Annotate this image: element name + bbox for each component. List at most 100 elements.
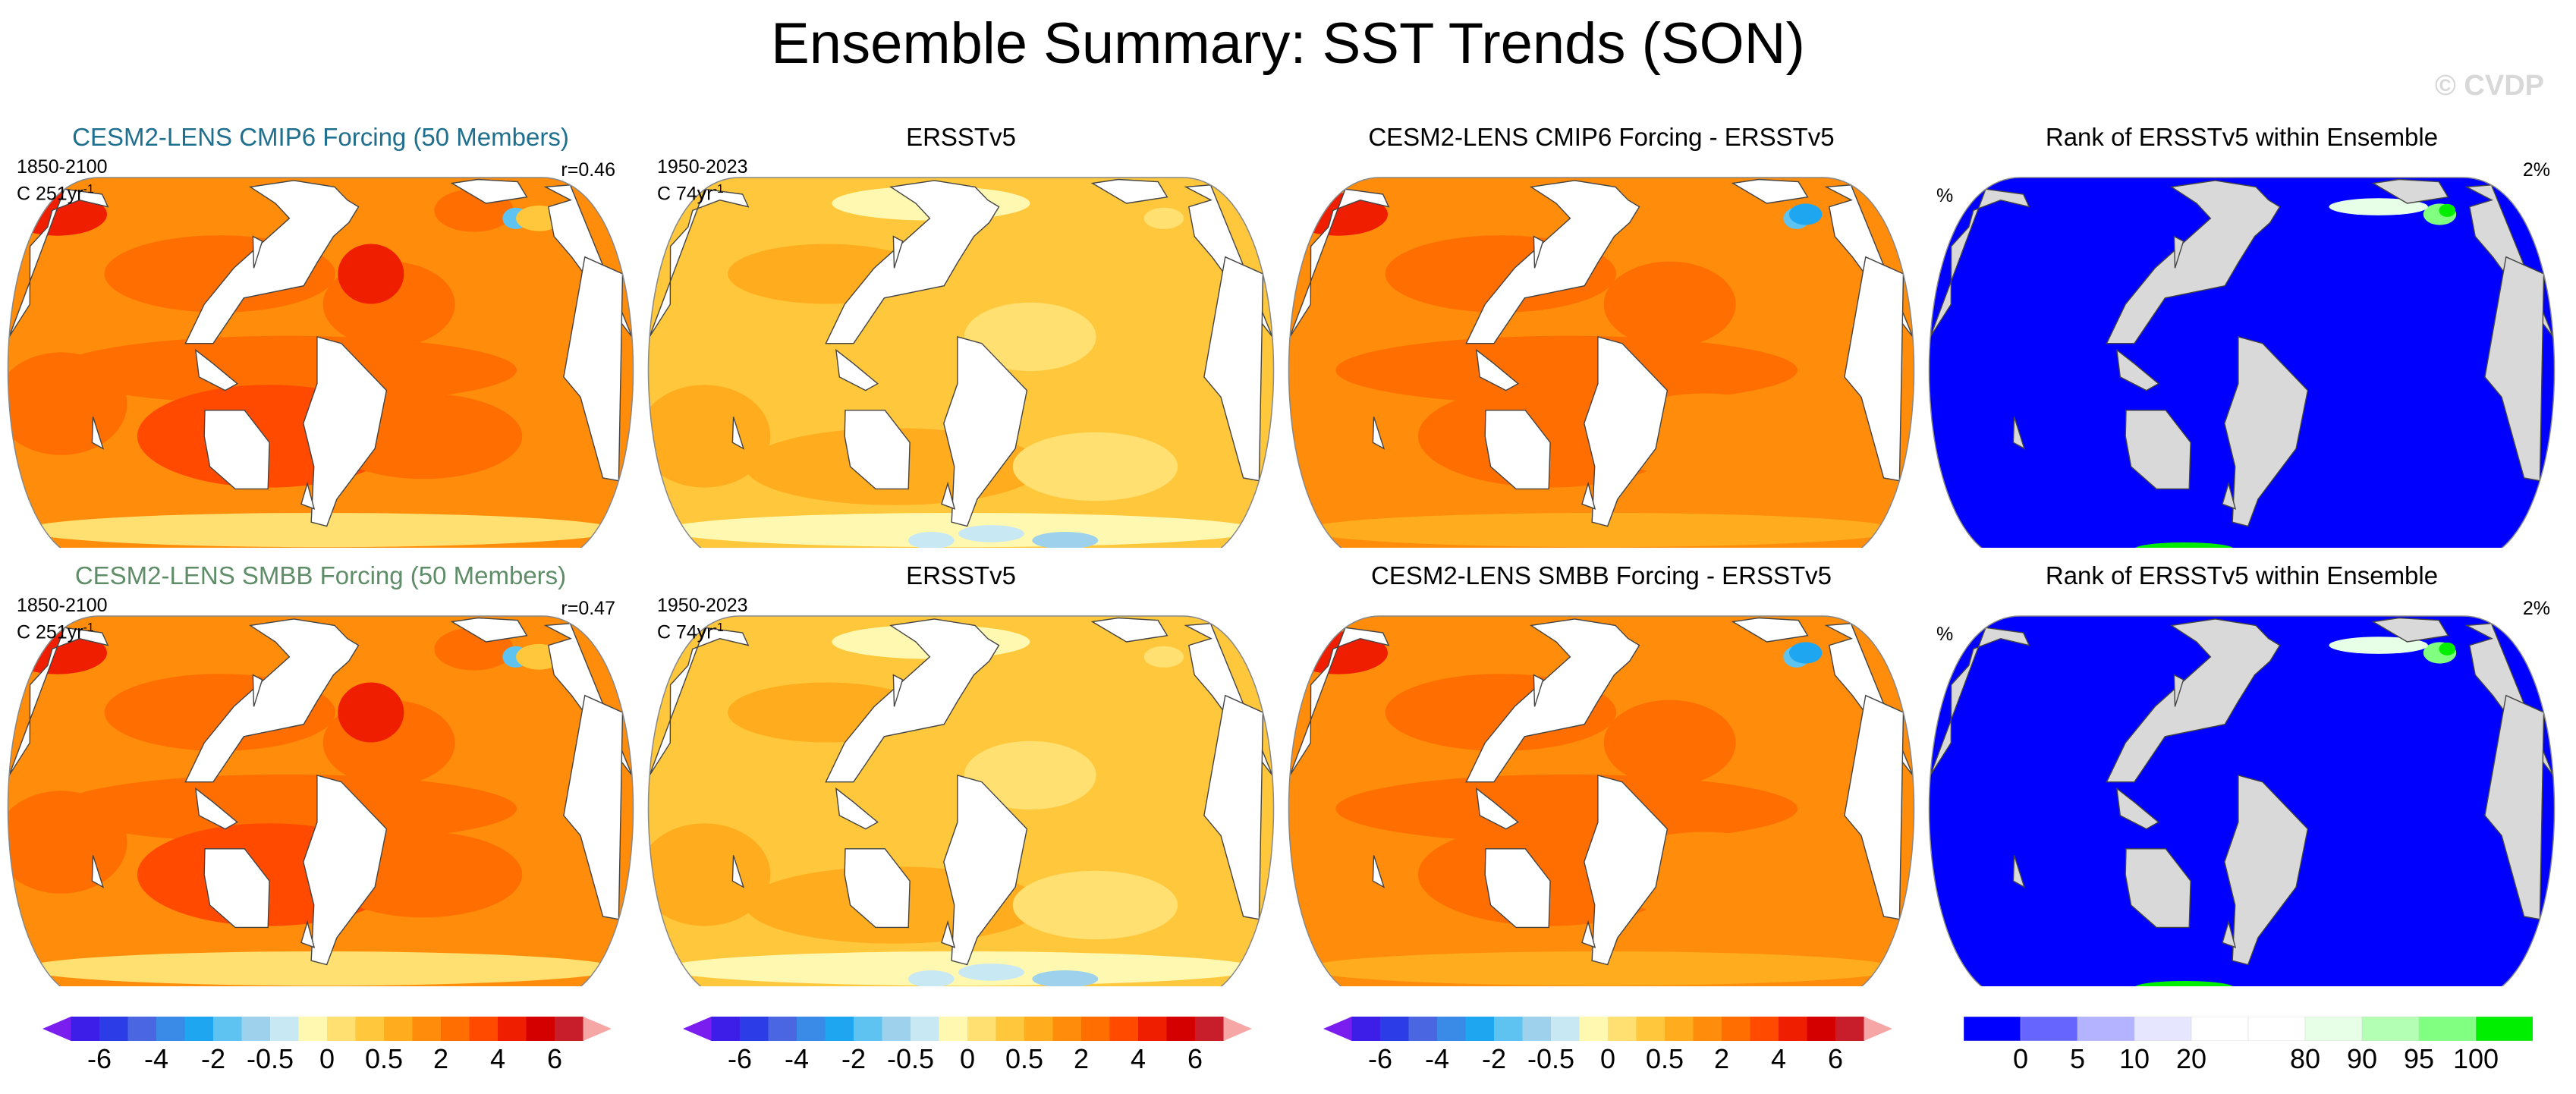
map-border bbox=[7, 177, 634, 548]
land-australia bbox=[844, 410, 911, 490]
panel-title: CESM2-LENS SMBB Forcing (50 Members) bbox=[74, 561, 567, 589]
panel-title: ERSSTv5 bbox=[906, 123, 1016, 151]
trend-anomaly bbox=[958, 964, 1024, 981]
trend-anomaly bbox=[8, 352, 127, 455]
colorbar-svg bbox=[1323, 1017, 1892, 1041]
land-australia bbox=[1484, 410, 1551, 490]
colorbar-swatch bbox=[1494, 1017, 1524, 1041]
units-label: C 74yr-1 bbox=[657, 178, 748, 205]
trend-anomaly bbox=[1603, 699, 1736, 786]
colorbar-swatch bbox=[2361, 1017, 2420, 1041]
colorbar-labels: -6 -4 -2 -0.5 0 0.5 2 4 6 bbox=[683, 1043, 1252, 1081]
colorbar-swatch bbox=[184, 1017, 214, 1041]
colorbar-labels: -6 -4 -2 -0.5 0 0.5 2 4 6 bbox=[42, 1043, 612, 1081]
land-greenland bbox=[1731, 178, 1809, 204]
land-eurasia-east bbox=[649, 627, 750, 776]
trend-anomaly bbox=[964, 302, 1096, 372]
colorbar-tick-label: 10 bbox=[2118, 1043, 2150, 1074]
robinson-map bbox=[1928, 615, 2556, 986]
colorbar-svg bbox=[42, 1017, 612, 1041]
units-exponent: -1 bbox=[712, 621, 724, 634]
colorbar-labels: -6 -4 -2 -0.5 0 0.5 2 4 6 bbox=[1323, 1043, 1892, 1081]
colorbar-tick-label: -0.5 bbox=[1527, 1043, 1575, 1074]
colorbar-tick-label: -2 bbox=[200, 1043, 226, 1074]
colorbar-tick-label: -2 bbox=[841, 1043, 867, 1074]
colorbar-swatch bbox=[2191, 1017, 2249, 1041]
trend-anomaly bbox=[1032, 970, 1099, 986]
colorbar-tick-label: 6 bbox=[546, 1043, 563, 1074]
panel-title: CESM2-LENS CMIP6 Forcing (50 Members) bbox=[72, 123, 569, 151]
land-japan bbox=[1533, 235, 1544, 269]
trend-anomaly bbox=[1304, 513, 1898, 548]
land-japan bbox=[2173, 235, 2184, 269]
land-eurasia-east bbox=[1289, 627, 1390, 776]
triangle-right-icon bbox=[1223, 1017, 1252, 1041]
land-greenland bbox=[450, 617, 528, 643]
trend-anomaly bbox=[8, 791, 127, 894]
trend-anomaly bbox=[907, 970, 955, 986]
land-south-america bbox=[1584, 335, 1669, 527]
triangle-left-icon bbox=[42, 1017, 71, 1041]
colorbar-swatch bbox=[1522, 1017, 1552, 1041]
trend-anomaly bbox=[648, 823, 771, 926]
map-border bbox=[1928, 615, 2556, 986]
colorbar-swatch bbox=[1138, 1017, 1168, 1041]
pattern-correlation: r=0.46 bbox=[561, 159, 615, 181]
colorbar-tick-label: 90 bbox=[2346, 1043, 2378, 1074]
colorbar-swatch bbox=[1750, 1017, 1779, 1041]
land-south-america bbox=[943, 335, 1028, 527]
land-greenland bbox=[450, 178, 528, 204]
page-title: Ensemble Summary: SST Trends (SON) bbox=[771, 11, 1805, 76]
rank-colorbar: 0 5 10 20 80 90 95 100 bbox=[1964, 1017, 2533, 1085]
colorbar-swatch bbox=[99, 1017, 129, 1041]
colorbar-swatch bbox=[526, 1017, 555, 1041]
land-australia bbox=[2125, 410, 2191, 490]
colorbar-swatch bbox=[412, 1017, 442, 1041]
trend-anomaly bbox=[648, 385, 771, 488]
land-south-america bbox=[303, 335, 388, 527]
colorbar-tick-label: 4 bbox=[1770, 1043, 1787, 1074]
land-new-zealand bbox=[2222, 920, 2237, 948]
trend-anomaly bbox=[2329, 198, 2428, 215]
colorbar-swatch bbox=[1024, 1017, 1054, 1041]
land-eurasia-east bbox=[1930, 627, 2030, 776]
robinson-map bbox=[1928, 177, 2556, 548]
colorbar-swatch bbox=[355, 1017, 385, 1041]
colorbar-tick-label: -0.5 bbox=[246, 1043, 294, 1074]
colorbar-swatch bbox=[1608, 1017, 1637, 1041]
colorbar-tick-label: 80 bbox=[2289, 1043, 2321, 1074]
colorbar-tick-label: 0 bbox=[959, 1043, 976, 1074]
land-eurasia-east bbox=[8, 627, 109, 776]
trend-anomaly bbox=[1012, 870, 1178, 940]
trend-colorbar-3: -6 -4 -2 -0.5 0 0.5 2 4 6 bbox=[1323, 1017, 1892, 1085]
land-australia bbox=[203, 848, 270, 929]
trend-anomaly bbox=[338, 682, 404, 743]
trend-anomaly bbox=[664, 951, 1258, 986]
period-label: 1950-2023 bbox=[657, 595, 748, 616]
trend-anomaly bbox=[1789, 203, 1823, 225]
colorbar-tick-label: -4 bbox=[1424, 1043, 1450, 1074]
trend-anomaly bbox=[2439, 203, 2456, 217]
robinson-map bbox=[1288, 177, 1915, 548]
trend-anomaly bbox=[24, 513, 618, 548]
colorbar-svg bbox=[1964, 1017, 2533, 1041]
trend-anomaly bbox=[2134, 981, 2234, 986]
colorbar-svg bbox=[683, 1017, 1252, 1041]
units-exponent: -1 bbox=[83, 183, 94, 196]
trend-anomaly bbox=[1012, 432, 1178, 501]
land-new-zealand bbox=[1581, 920, 1596, 948]
period-label: 1850-2100 bbox=[17, 156, 108, 178]
colorbar-swatch bbox=[298, 1017, 328, 1041]
percent-label-right: 2% bbox=[2522, 598, 2550, 619]
colorbar-swatch bbox=[1109, 1017, 1139, 1041]
units-text: C 74yr bbox=[657, 183, 713, 205]
map-panel: CESM2-LENS CMIP6 Forcing - ERSSTv5 bbox=[1281, 123, 1922, 548]
land-north-america bbox=[1465, 618, 1640, 783]
cvdp-watermark: © CVDP bbox=[2434, 70, 2544, 102]
robinson-map bbox=[1288, 615, 1915, 986]
colorbar-tick-label: 95 bbox=[2403, 1043, 2435, 1074]
map-border bbox=[1928, 177, 2556, 548]
land-greenland bbox=[2371, 178, 2449, 204]
colorbar-tick-label: 2 bbox=[1073, 1043, 1090, 1074]
colorbar-swatch bbox=[1579, 1017, 1609, 1041]
